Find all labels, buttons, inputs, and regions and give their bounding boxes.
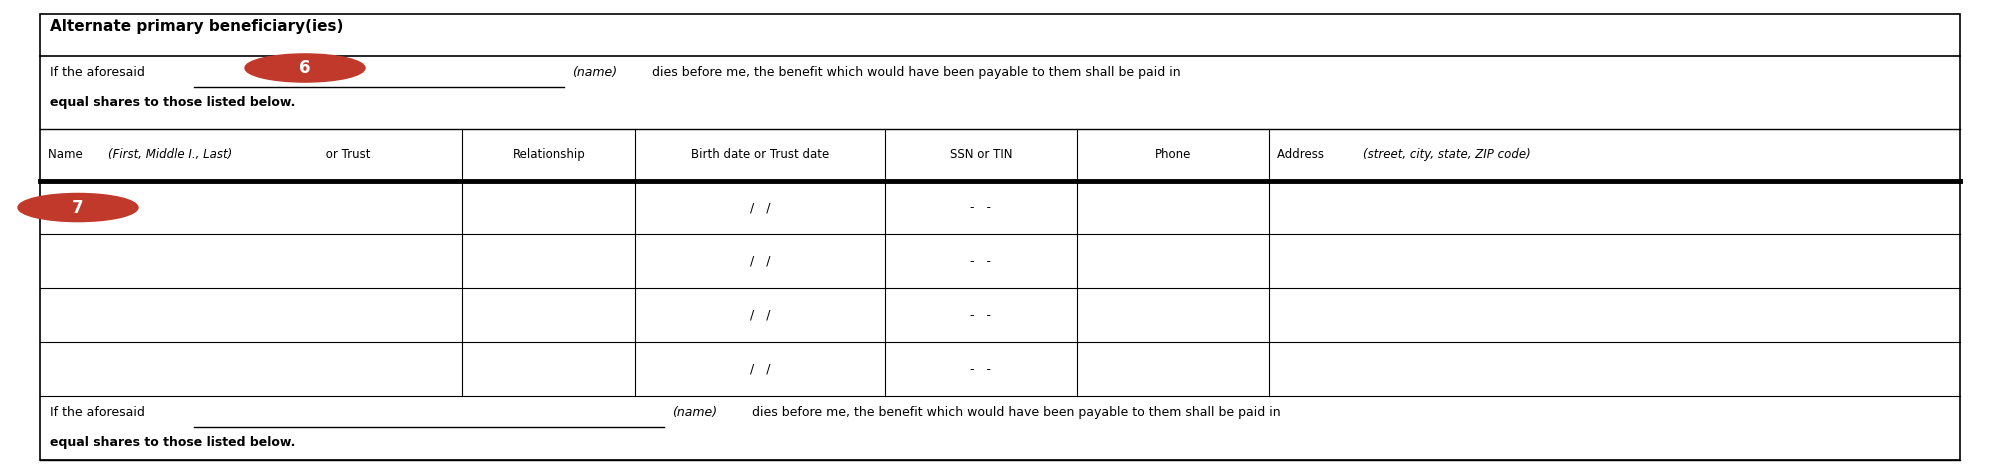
Text: Alternate primary beneficiary(ies): Alternate primary beneficiary(ies)	[50, 19, 344, 34]
Text: /   /: / /	[750, 201, 770, 214]
Circle shape	[18, 194, 138, 222]
Text: Name: Name	[48, 148, 86, 161]
Text: (First, Middle I., Last): (First, Middle I., Last)	[108, 148, 232, 161]
Text: dies before me, the benefit which would have been payable to them shall be paid : dies before me, the benefit which would …	[748, 406, 1280, 419]
Text: Phone: Phone	[1154, 148, 1190, 161]
Text: SSN or TIN: SSN or TIN	[950, 148, 1012, 161]
Text: (name): (name)	[672, 406, 718, 419]
Text: -   -: - -	[970, 201, 992, 214]
Text: Birth date or Trust date: Birth date or Trust date	[690, 148, 830, 161]
Text: (street, city, state, ZIP code): (street, city, state, ZIP code)	[1362, 148, 1530, 161]
Text: If the aforesaid: If the aforesaid	[50, 406, 148, 419]
Text: (name): (name)	[572, 66, 618, 79]
Text: equal shares to those listed below.: equal shares to those listed below.	[50, 436, 296, 449]
Text: dies before me, the benefit which would have been payable to them shall be paid : dies before me, the benefit which would …	[648, 66, 1180, 79]
Text: Relationship: Relationship	[512, 148, 586, 161]
Text: -   -: - -	[970, 309, 992, 322]
Text: 7: 7	[72, 198, 84, 217]
Text: 6: 6	[300, 59, 310, 77]
Text: -   -: - -	[970, 363, 992, 376]
Text: -   -: - -	[970, 255, 992, 268]
Text: Address: Address	[1276, 148, 1328, 161]
Text: /   /: / /	[750, 309, 770, 322]
Text: /   /: / /	[750, 255, 770, 268]
Text: or Trust: or Trust	[322, 148, 370, 161]
Text: If the aforesaid: If the aforesaid	[50, 66, 148, 79]
Text: equal shares to those listed below.: equal shares to those listed below.	[50, 96, 296, 109]
Text: /   /: / /	[750, 363, 770, 376]
Circle shape	[246, 54, 366, 82]
